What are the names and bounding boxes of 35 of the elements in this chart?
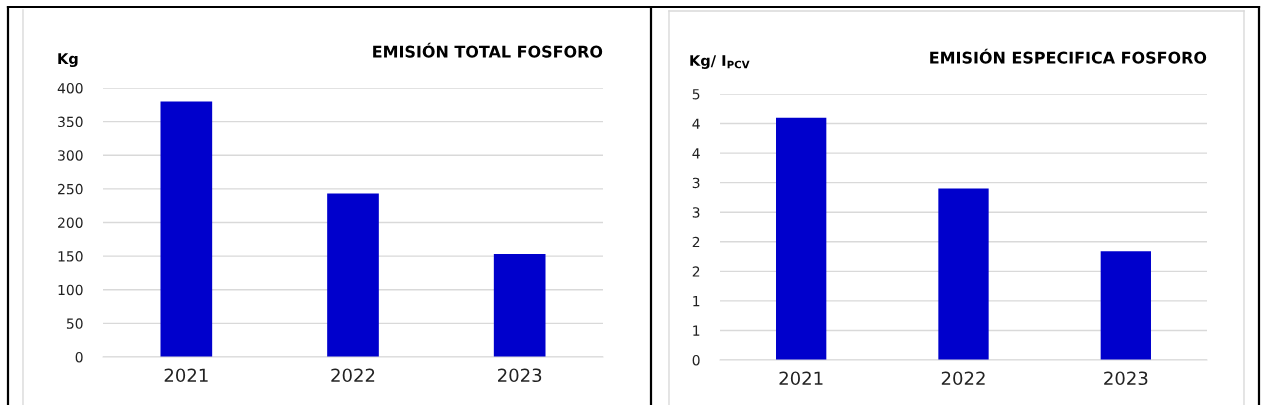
x-tick-label: 2022 xyxy=(331,368,375,383)
y-tick-label: 350 xyxy=(58,116,83,128)
y-axis-title: Kg xyxy=(58,53,78,68)
y-tick-label: 3 xyxy=(692,207,700,218)
y-tick-label: 150 xyxy=(58,251,83,262)
bar xyxy=(493,254,546,357)
y-tick-label: 3 xyxy=(692,177,700,189)
y-tick-label: 4 xyxy=(692,148,700,159)
chart-title: EMISIÓN ESPECIFICA FOSFORO xyxy=(930,48,1207,64)
y-axis-title: Kg/ I$_{PCV}$ xyxy=(690,55,750,69)
x-tick-label: 2022 xyxy=(941,371,985,386)
y-tick-label: 5 xyxy=(692,89,700,100)
y-tick-label: 1 xyxy=(693,325,700,336)
bar xyxy=(160,101,213,357)
x-tick-label: 2023 xyxy=(1104,371,1148,386)
y-tick-label: 100 xyxy=(58,284,83,296)
bar xyxy=(327,193,379,357)
y-tick-label: 250 xyxy=(58,183,83,195)
bar xyxy=(938,188,989,360)
y-tick-label: 0 xyxy=(75,351,83,363)
bar xyxy=(1100,251,1151,360)
x-tick-label: 2021 xyxy=(164,368,208,383)
y-tick-label: 2 xyxy=(692,236,700,248)
y-tick-label: 4 xyxy=(692,118,700,129)
bar xyxy=(776,117,827,360)
y-tick-label: 2 xyxy=(692,266,700,277)
x-tick-label: 2023 xyxy=(498,368,542,383)
y-tick-label: 1 xyxy=(693,296,700,307)
y-tick-label: 50 xyxy=(66,318,83,329)
y-tick-label: 0 xyxy=(692,354,700,366)
chart-title: EMISIÓN TOTAL FOSFORO xyxy=(373,42,603,58)
x-tick-label: 2021 xyxy=(779,371,823,386)
y-tick-label: 200 xyxy=(58,217,83,228)
y-tick-label: 300 xyxy=(58,150,83,161)
y-tick-label: 400 xyxy=(57,82,83,94)
